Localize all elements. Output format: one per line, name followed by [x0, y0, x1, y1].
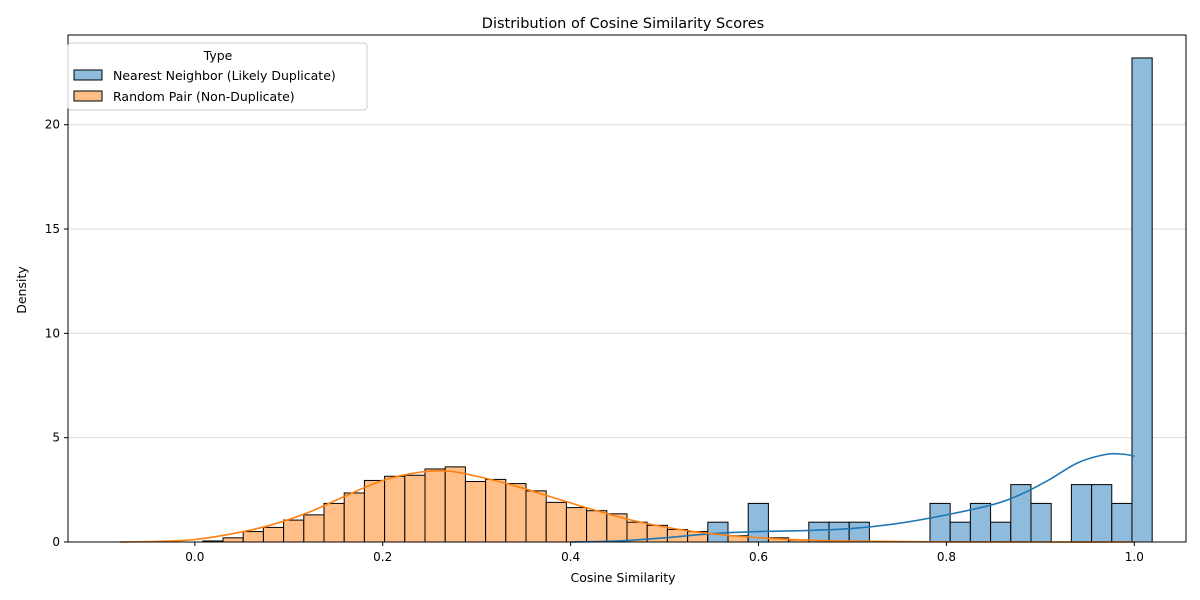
- random-pair-bar-23: [586, 510, 608, 543]
- nearest-neighbor-bars: [707, 57, 1153, 543]
- random-pair-kde-line: [119, 469, 1135, 543]
- gridlines: [68, 124, 1186, 439]
- y-tick-label-0: 0: [52, 535, 60, 549]
- x-tick-label-0.4: 0.4: [561, 550, 580, 564]
- nearest-neighbor-bar-47: [1070, 484, 1093, 543]
- random-pair-bar-10: [323, 502, 345, 543]
- random-pair-bar-17: [464, 480, 487, 543]
- nearest-neighbor-bar-35: [828, 521, 850, 543]
- x-tick-label-0.6: 0.6: [749, 550, 768, 564]
- nearest-neighbor-bar-43: [990, 521, 1012, 543]
- x-tick-label-0.2: 0.2: [373, 550, 392, 564]
- random-pair-bar-18: [485, 478, 507, 543]
- random-pair-bar-15: [424, 468, 446, 543]
- legend-swatch-random: [73, 90, 103, 102]
- nearest-neighbor-bar-31: [747, 502, 769, 543]
- random-pair-bar-22: [565, 507, 588, 543]
- random-pair-bar-8: [283, 519, 305, 543]
- nearest-neighbor-bar-41: [949, 521, 971, 543]
- random-pair-bar-21: [545, 501, 567, 543]
- plot-frame: [67, 34, 1187, 543]
- random-pair-bar-13: [384, 475, 406, 543]
- legend-title: Type: [203, 48, 233, 63]
- random-pair-bar-11: [343, 492, 365, 543]
- nearest-neighbor-bar-34: [808, 521, 830, 543]
- kde-curves: [119, 452, 1135, 543]
- random-pair-bar-9: [303, 514, 325, 543]
- nearest-neighbor-bar-50: [1131, 57, 1153, 543]
- y-tick-label-20: 20: [45, 118, 60, 132]
- nearest-neighbor-bar-36: [848, 521, 870, 543]
- y-tick-label-10: 10: [45, 326, 60, 340]
- x-tick-label-0.0: 0.0: [185, 550, 204, 564]
- random-pair-bar-19: [505, 483, 527, 543]
- random-pair-bar-7: [262, 526, 285, 543]
- random-pair-bar-6: [242, 531, 264, 543]
- nearest-neighbor-bar-29: [707, 521, 729, 543]
- random-pair-bar-16: [444, 466, 466, 543]
- x-axis-ticks: 0.0 0.2 0.4 0.6 0.8 1.0: [185, 542, 1144, 564]
- random-pair-bar-5: [222, 537, 244, 543]
- legend-swatch-nearest: [73, 69, 103, 81]
- legend-box: [67, 42, 368, 111]
- random-pair-bar-20: [525, 490, 547, 543]
- nearest-neighbor-bar-48: [1091, 484, 1113, 543]
- x-tick-label-0.8: 0.8: [937, 550, 956, 564]
- nearest-neighbor-bar-40: [929, 502, 951, 543]
- nearest-neighbor-bar-49: [1111, 502, 1133, 543]
- nearest-neighbor-kde-line: [570, 452, 1135, 543]
- nearest-neighbor-bar-44: [1010, 484, 1032, 543]
- chart-title: Distribution of Cosine Similarity Scores: [482, 16, 764, 32]
- x-axis-label: Cosine Similarity: [570, 570, 676, 585]
- y-tick-label-5: 5: [52, 431, 60, 445]
- random-pair-bar-14: [404, 474, 426, 543]
- legend-label-nearest: Nearest Neighbor (Likely Duplicate): [113, 68, 336, 83]
- y-axis-ticks: 0 5 10 15 20: [45, 118, 68, 549]
- nearest-neighbor-bar-45: [1030, 502, 1052, 543]
- legend-label-random: Random Pair (Non-Duplicate): [113, 89, 295, 104]
- y-tick-label-15: 15: [45, 222, 60, 236]
- random-pair-bar-12: [363, 479, 386, 543]
- y-axis-label: Density: [14, 266, 29, 314]
- x-tick-label-1.0: 1.0: [1125, 550, 1144, 564]
- legend: Type Nearest Neighbor (Likely Duplicate)…: [67, 42, 368, 111]
